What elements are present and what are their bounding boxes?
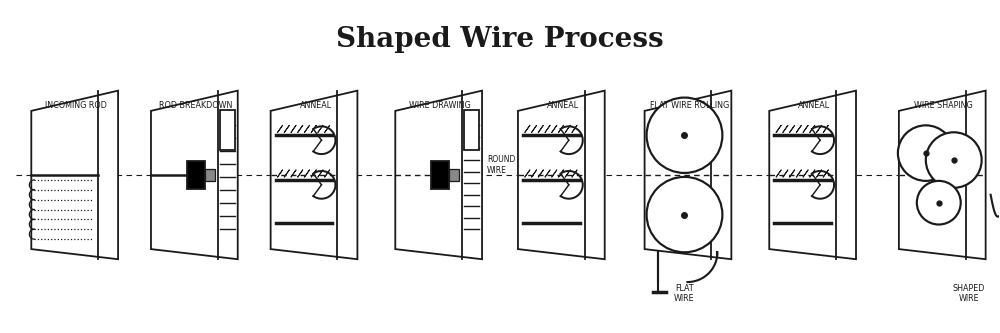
Polygon shape: [518, 91, 605, 259]
Circle shape: [926, 132, 982, 188]
Bar: [449, 169, 459, 181]
Bar: [464, 111, 479, 150]
Polygon shape: [31, 91, 118, 259]
Polygon shape: [769, 91, 856, 259]
Text: SHAPED
WIRE: SHAPED WIRE: [953, 284, 985, 303]
Polygon shape: [899, 91, 986, 259]
Bar: [220, 111, 235, 150]
Text: ANNEAL: ANNEAL: [798, 101, 830, 110]
Polygon shape: [645, 91, 731, 259]
Circle shape: [917, 181, 961, 224]
Circle shape: [898, 125, 954, 181]
Bar: [431, 161, 449, 189]
Text: WIRE DRAWING: WIRE DRAWING: [409, 101, 471, 110]
Text: ANNEAL: ANNEAL: [547, 101, 579, 110]
Polygon shape: [395, 91, 482, 259]
Text: Shaped Wire Process: Shaped Wire Process: [336, 26, 664, 53]
Bar: [187, 161, 205, 189]
Text: ANNEAL: ANNEAL: [299, 101, 332, 110]
Polygon shape: [151, 91, 238, 259]
Text: WIRE SHAPING: WIRE SHAPING: [914, 101, 973, 110]
Text: ROD BREAKDOWN: ROD BREAKDOWN: [159, 101, 233, 110]
Circle shape: [647, 98, 722, 173]
Text: FLAT WIRE ROLLING: FLAT WIRE ROLLING: [650, 101, 729, 110]
Polygon shape: [271, 91, 357, 259]
Text: INCOMING ROD: INCOMING ROD: [45, 101, 107, 110]
Bar: [205, 169, 215, 181]
Text: ROUND
WIRE: ROUND WIRE: [487, 155, 515, 175]
Circle shape: [647, 177, 722, 252]
Text: FLAT
WIRE: FLAT WIRE: [674, 284, 695, 303]
